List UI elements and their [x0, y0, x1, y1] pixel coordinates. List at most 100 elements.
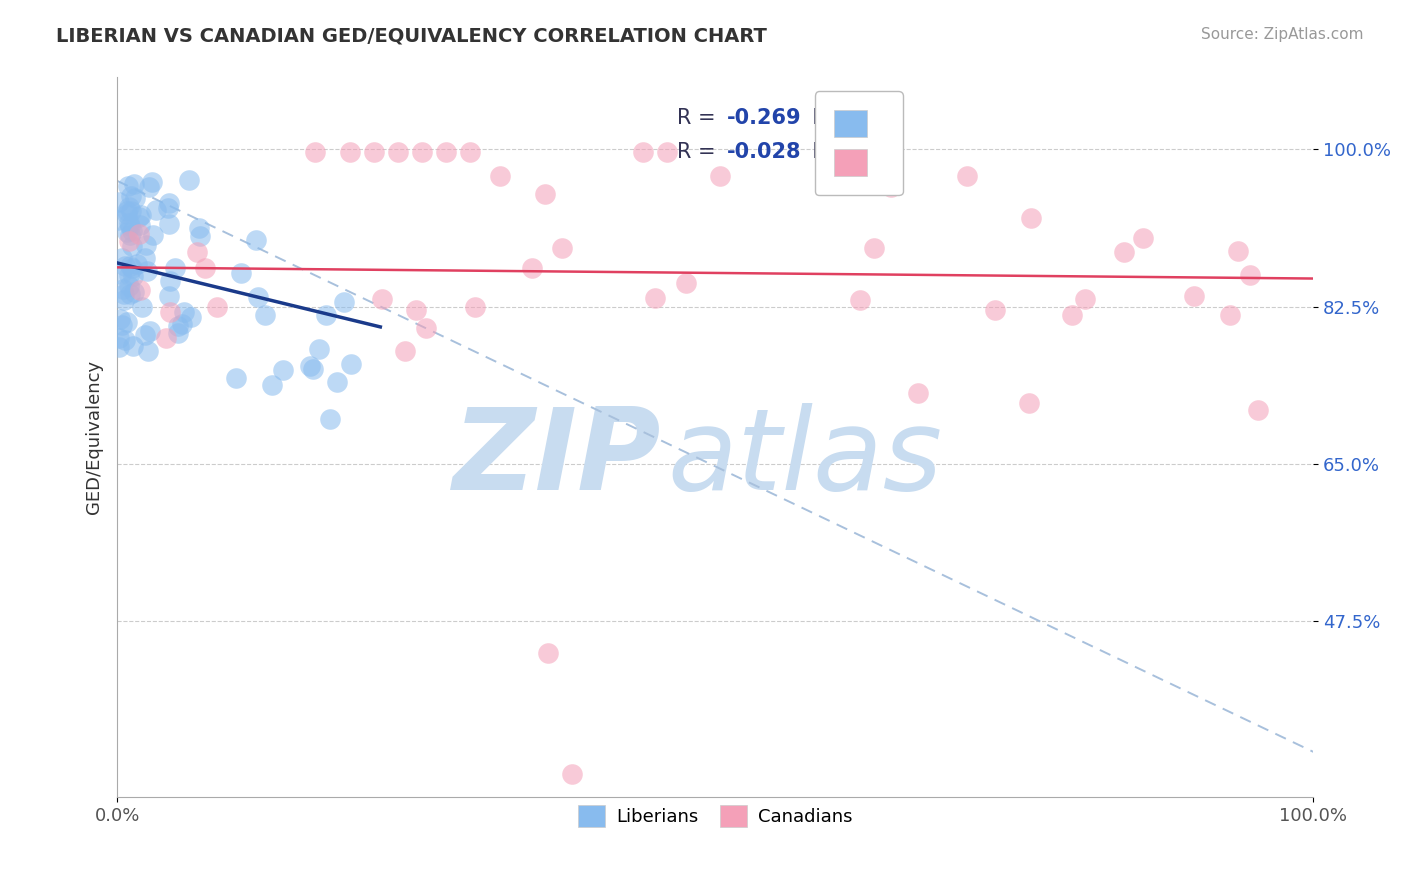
- Point: [1132, 231, 1154, 245]
- Point: [129, 218, 152, 232]
- Point: [138, 179, 160, 194]
- Point: [849, 293, 872, 307]
- Point: [157, 196, 180, 211]
- Point: [561, 767, 583, 781]
- Point: [139, 325, 162, 339]
- Point: [225, 371, 247, 385]
- Point: [118, 200, 141, 214]
- Point: [387, 145, 409, 159]
- Point: [1112, 244, 1135, 259]
- Point: [129, 283, 152, 297]
- Point: [121, 261, 143, 276]
- Point: [108, 340, 131, 354]
- Point: [142, 227, 165, 242]
- Point: [157, 217, 180, 231]
- Point: [194, 261, 217, 276]
- Point: [110, 312, 132, 326]
- Point: [134, 328, 156, 343]
- Point: [1239, 268, 1261, 282]
- Point: [117, 178, 139, 193]
- Point: [1219, 308, 1241, 322]
- Point: [138, 344, 160, 359]
- Point: [110, 267, 132, 281]
- Point: [205, 300, 228, 314]
- Point: [124, 285, 146, 299]
- Point: [120, 227, 142, 242]
- Point: [304, 145, 326, 159]
- Text: R =: R =: [676, 108, 723, 128]
- Point: [405, 302, 427, 317]
- Text: R =: R =: [676, 142, 723, 162]
- Point: [340, 357, 363, 371]
- Point: [411, 145, 433, 159]
- Point: [157, 202, 180, 216]
- Point: [128, 227, 150, 242]
- Point: [114, 333, 136, 347]
- Point: [333, 295, 356, 310]
- Point: [186, 245, 208, 260]
- Text: LIBERIAN VS CANADIAN GED/EQUIVALENCY CORRELATION CHART: LIBERIAN VS CANADIAN GED/EQUIVALENCY COR…: [56, 27, 768, 45]
- Point: [125, 257, 148, 271]
- Point: [880, 179, 903, 194]
- Point: [124, 191, 146, 205]
- Point: [253, 308, 276, 322]
- Point: [131, 300, 153, 314]
- Point: [308, 342, 330, 356]
- Text: -0.269: -0.269: [727, 108, 801, 128]
- Point: [1074, 292, 1097, 306]
- Point: [644, 292, 666, 306]
- Point: [107, 331, 129, 345]
- Point: [675, 277, 697, 291]
- Point: [188, 221, 211, 235]
- Point: [115, 225, 138, 239]
- Point: [298, 359, 321, 374]
- Point: [129, 208, 152, 222]
- Point: [118, 279, 141, 293]
- Point: [120, 188, 142, 202]
- Point: [458, 145, 481, 159]
- Point: [170, 317, 193, 331]
- Point: [319, 412, 342, 426]
- Point: [115, 204, 138, 219]
- Point: [326, 375, 349, 389]
- Point: [188, 228, 211, 243]
- Point: [907, 386, 929, 401]
- Point: [339, 145, 361, 159]
- Point: [488, 169, 510, 184]
- Point: [134, 251, 156, 265]
- Point: [522, 261, 544, 276]
- Point: [1246, 403, 1268, 417]
- Point: [551, 241, 574, 255]
- Point: [246, 290, 269, 304]
- Point: [271, 362, 294, 376]
- Point: [363, 145, 385, 159]
- Point: [120, 204, 142, 219]
- Point: [118, 234, 141, 248]
- Point: [1182, 289, 1205, 303]
- Point: [984, 303, 1007, 318]
- Point: [537, 646, 560, 660]
- Point: [464, 300, 486, 314]
- Point: [136, 263, 159, 277]
- Point: [112, 293, 135, 307]
- Text: N =: N =: [799, 142, 859, 162]
- Point: [135, 237, 157, 252]
- Point: [163, 261, 186, 276]
- Point: [121, 239, 143, 253]
- Point: [118, 219, 141, 233]
- Point: [371, 292, 394, 306]
- Point: [112, 287, 135, 301]
- Point: [394, 343, 416, 358]
- Text: 49: 49: [846, 142, 876, 162]
- Point: [709, 169, 731, 184]
- Point: [118, 268, 141, 283]
- Legend: Liberians, Canadians: Liberians, Canadians: [571, 798, 859, 835]
- Point: [159, 305, 181, 319]
- Point: [107, 213, 129, 227]
- Point: [229, 266, 252, 280]
- Point: [166, 326, 188, 340]
- Point: [415, 321, 437, 335]
- Point: [118, 216, 141, 230]
- Point: [862, 241, 884, 255]
- Point: [315, 308, 337, 322]
